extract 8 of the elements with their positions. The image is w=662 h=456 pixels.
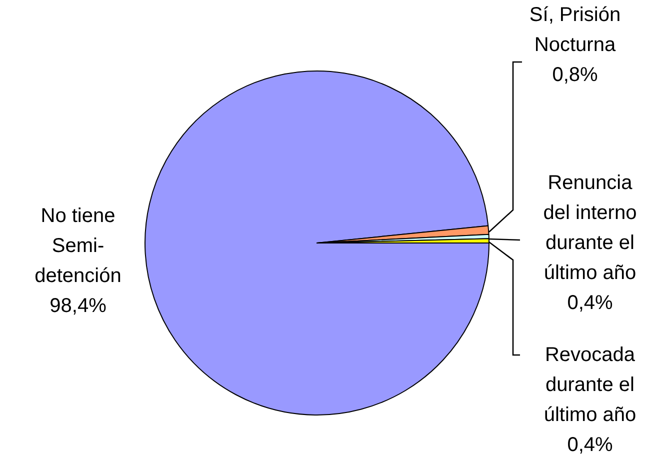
data-label: 0,4% (567, 292, 614, 314)
data-label: 98,4% (50, 295, 107, 317)
slice-label: Renuncia del interno durante el último año (543, 172, 637, 284)
slice-label: Revocada durante el último año (544, 344, 636, 426)
data-label: 0,8% (552, 64, 598, 86)
data-label: 0,4% (567, 434, 614, 456)
slice-label: Sí, Prisión Nocturna (529, 4, 621, 56)
slice-label: No tiene Semi- detención (34, 205, 122, 287)
